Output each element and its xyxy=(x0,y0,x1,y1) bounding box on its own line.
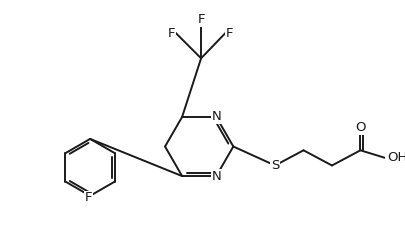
Text: S: S xyxy=(270,159,279,172)
Text: F: F xyxy=(168,27,175,40)
Text: O: O xyxy=(354,121,365,134)
Text: F: F xyxy=(84,191,92,204)
Text: N: N xyxy=(211,110,221,124)
Text: N: N xyxy=(211,170,221,183)
Text: F: F xyxy=(225,27,233,40)
Text: OH: OH xyxy=(386,151,405,164)
Text: F: F xyxy=(197,13,205,26)
